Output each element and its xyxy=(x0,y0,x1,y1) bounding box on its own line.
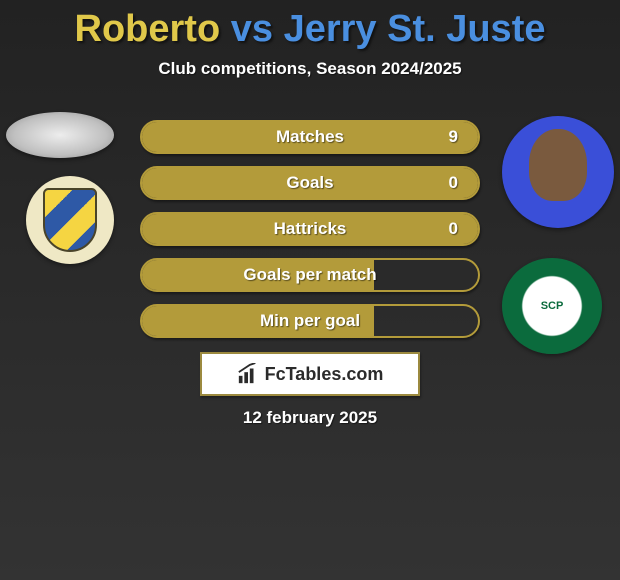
stat-value: 9 xyxy=(449,127,458,147)
stat-bar-matches: Matches 9 xyxy=(140,120,480,154)
club-scp-text: SCP xyxy=(541,301,564,312)
stat-label: Goals xyxy=(286,173,333,193)
brand-text: FcTables.com xyxy=(265,364,384,385)
stat-bar-min-per-goal: Min per goal xyxy=(140,304,480,338)
subtitle: Club competitions, Season 2024/2025 xyxy=(0,59,620,79)
brand-box: FcTables.com xyxy=(200,352,420,396)
stat-value: 0 xyxy=(449,173,458,193)
stat-label: Goals per match xyxy=(243,265,376,285)
date-text: 12 february 2025 xyxy=(0,408,620,428)
player2-club-logo: SCP xyxy=(502,258,602,354)
player2-avatar xyxy=(502,116,614,228)
stat-bar-hattricks: Hattricks 0 xyxy=(140,212,480,246)
player1-name: Roberto xyxy=(75,8,221,50)
stat-label: Min per goal xyxy=(260,311,360,331)
avatar-face xyxy=(529,129,587,201)
player1-club-logo xyxy=(26,176,114,264)
stat-value: 0 xyxy=(449,219,458,239)
page-title: Roberto vs Jerry St. Juste xyxy=(0,0,620,51)
vs-text: vs xyxy=(220,8,283,50)
player2-name: Jerry St. Juste xyxy=(284,8,546,50)
stats-list: Matches 9 Goals 0 Hattricks 0 Goals per match M… xyxy=(140,120,480,350)
stat-label: Hattricks xyxy=(274,219,347,239)
stat-label: Matches xyxy=(276,127,344,147)
stat-bar-goals: Goals 0 xyxy=(140,166,480,200)
bar-chart-icon xyxy=(237,363,259,385)
club-shield-icon xyxy=(43,188,97,252)
stat-bar-goals-per-match: Goals per match xyxy=(140,258,480,292)
player1-avatar xyxy=(6,112,114,158)
